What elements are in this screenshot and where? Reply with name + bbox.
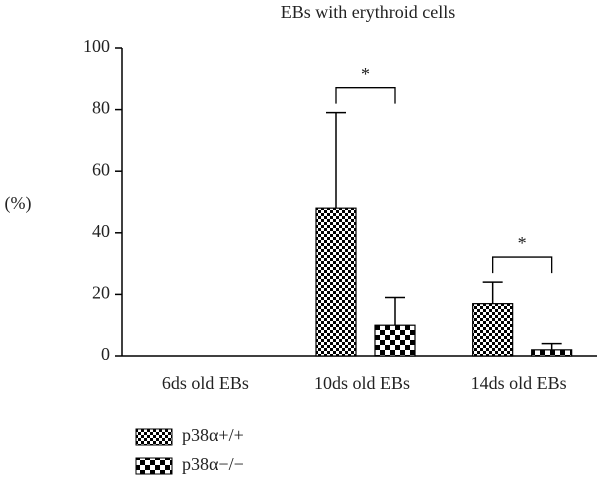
bar <box>531 349 573 357</box>
y-tick-label: 20 <box>92 283 110 303</box>
legend-swatch <box>135 457 173 475</box>
significance-label: * <box>518 233 527 253</box>
bar <box>374 324 416 357</box>
bar <box>472 303 514 357</box>
legend-swatch <box>135 428 173 446</box>
significance-label: * <box>361 64 370 84</box>
error-bar <box>482 281 503 304</box>
x-tick-label: 14ds old EBs <box>471 373 567 393</box>
error-bar <box>541 342 562 350</box>
bar <box>315 207 357 357</box>
y-tick-label: 40 <box>92 221 110 241</box>
legend-label: p38α+/+ <box>182 425 244 445</box>
significance-bracket <box>492 256 553 274</box>
x-tick-label: 10ds old EBs <box>314 373 410 393</box>
y-tick-label: 0 <box>101 344 110 364</box>
x-tick-label: 6ds old EBs <box>162 373 249 393</box>
legend-label: p38α−/− <box>182 454 244 474</box>
chart-title: EBs with erythroid cells <box>281 2 455 22</box>
y-tick-label: 100 <box>83 36 110 56</box>
y-tick-label: 60 <box>92 159 110 179</box>
error-bar <box>385 296 405 326</box>
y-tick-label: 80 <box>92 98 110 118</box>
y-axis-label: (%) <box>5 193 32 214</box>
significance-bracket <box>335 87 396 104</box>
error-bar <box>326 111 346 209</box>
